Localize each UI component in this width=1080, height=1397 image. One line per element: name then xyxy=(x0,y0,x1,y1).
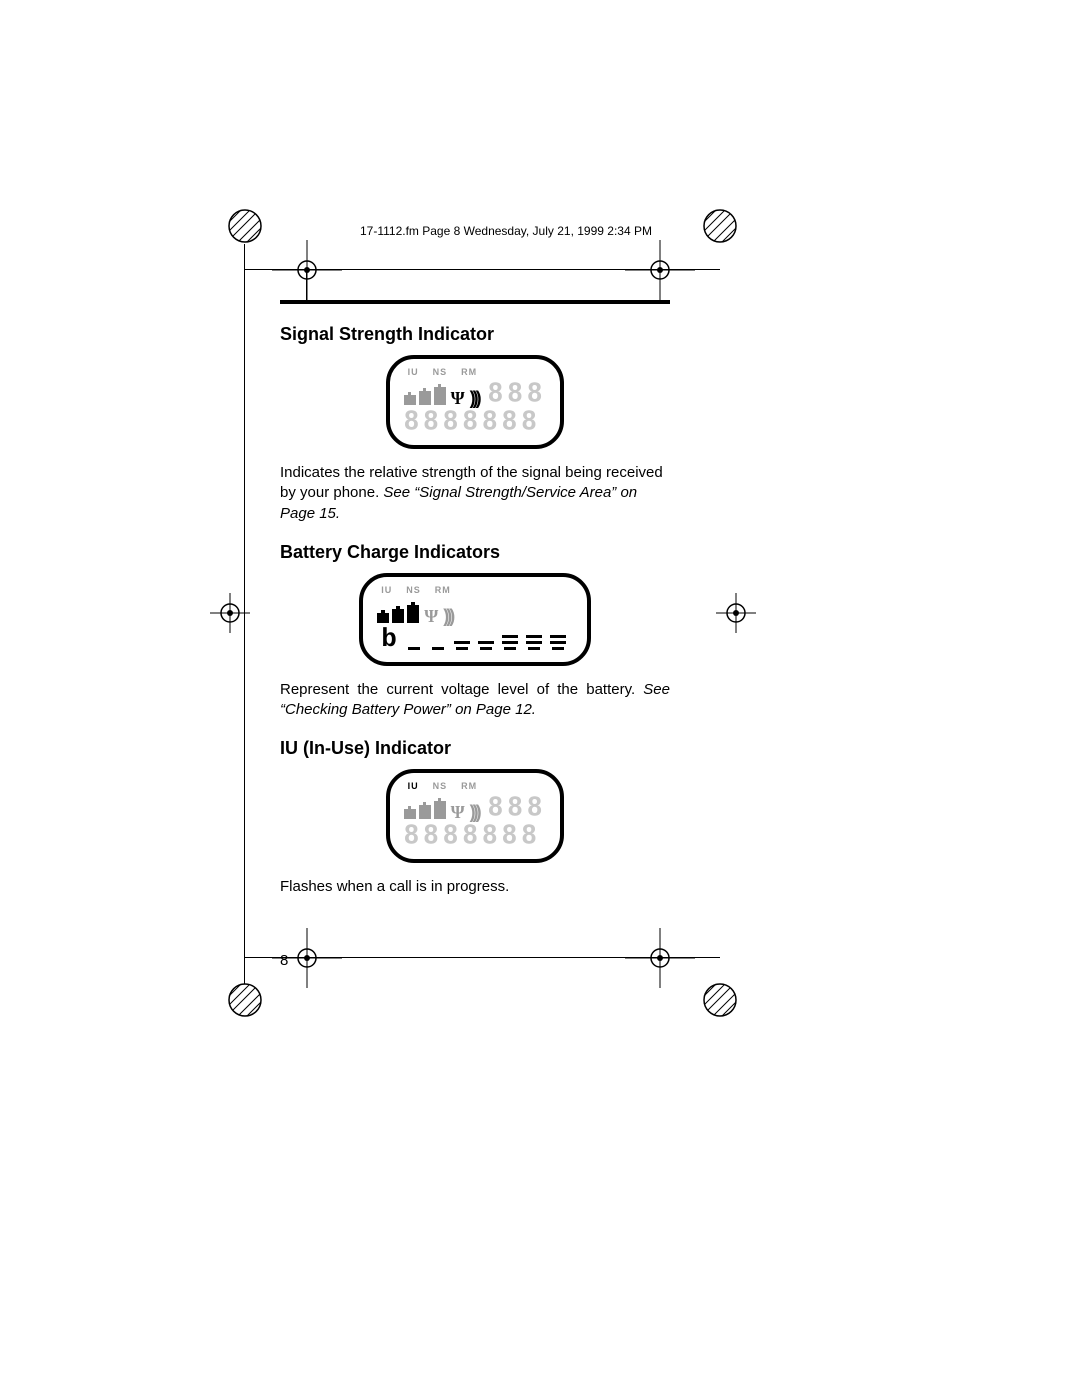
signal-arcs-icon: ))) xyxy=(470,803,479,821)
battery-icon-3 xyxy=(434,801,446,819)
antenna-icon: Ψ xyxy=(451,389,465,407)
seg-bottom-row: 8888888 xyxy=(404,822,541,851)
lcd-label-iu: IU xyxy=(408,367,419,377)
seg-top-row: 888 xyxy=(488,794,547,823)
regmark-cross-top-left xyxy=(272,240,342,300)
body-signal: Indicates the relative strength of the s… xyxy=(280,463,670,524)
regmark-cross-bot-right xyxy=(625,928,695,988)
antenna-icon: Ψ xyxy=(451,803,465,821)
guide-line-bottom xyxy=(245,957,720,958)
signal-arcs-icon: ))) xyxy=(443,607,452,625)
body-battery-plain: Represent the current voltage level of t… xyxy=(280,681,643,698)
section-rule xyxy=(280,300,670,304)
guide-line-left xyxy=(244,244,245,984)
signal-arcs-icon: ))) xyxy=(470,389,479,407)
regmark-hatch-bot-right xyxy=(702,982,738,1023)
battery-icon-1 xyxy=(377,613,389,623)
lcd-panel-iu: IU NS RM Ψ ))) 888 8888888 xyxy=(386,769,565,863)
body-battery: Represent the current voltage level of t… xyxy=(280,680,670,721)
lcd-label-rm: RM xyxy=(461,781,477,791)
regmark-hatch-top-left xyxy=(227,208,263,249)
heading-signal: Signal Strength Indicator xyxy=(280,324,670,345)
page-number: 8 xyxy=(280,952,288,969)
lcd-label-iu: IU xyxy=(381,585,392,595)
lcd-label-ns: NS xyxy=(433,781,448,791)
battery-icon-1 xyxy=(404,809,416,819)
lcd-panel-battery: IU NS RM Ψ ))) 888 b xyxy=(359,573,591,666)
seg-top-row: 888 xyxy=(488,380,547,409)
guide-line-left2 xyxy=(306,270,307,300)
lcd-label-rm: RM xyxy=(435,585,451,595)
guide-line-top xyxy=(245,269,720,270)
seg-bottom-row: 8888888 xyxy=(404,408,541,437)
header-meta: 17-1112.fm Page 8 Wednesday, July 21, 19… xyxy=(360,224,652,238)
lcd-label-ns: NS xyxy=(406,585,421,595)
page-content: Signal Strength Indicator IU NS RM Ψ )))… xyxy=(280,300,670,911)
heading-battery: Battery Charge Indicators xyxy=(280,542,670,563)
antenna-icon: Ψ xyxy=(424,607,438,625)
regmark-cross-mid-right xyxy=(716,593,756,633)
lcd-label-iu: IU xyxy=(408,781,419,791)
regmark-hatch-top-right xyxy=(702,208,738,249)
lcd-panel-signal: IU NS RM Ψ ))) 888 8888888 xyxy=(386,355,565,449)
battery-icon-2 xyxy=(419,391,431,405)
b-glyph: b xyxy=(381,629,397,650)
battery-wave-row: b xyxy=(377,629,573,652)
battery-icon-2 xyxy=(419,805,431,819)
regmark-cross-top-right xyxy=(625,240,695,300)
battery-icon-2 xyxy=(392,609,404,623)
battery-icon-1 xyxy=(404,395,416,405)
lcd-label-ns: NS xyxy=(433,367,448,377)
battery-icon-3 xyxy=(434,387,446,405)
battery-icon-3 xyxy=(407,605,419,623)
heading-iu: IU (In-Use) Indicator xyxy=(280,738,670,759)
regmark-hatch-bot-left xyxy=(227,982,263,1023)
lcd-label-rm: RM xyxy=(461,367,477,377)
body-iu: Flashes when a call is in progress. xyxy=(280,877,670,897)
